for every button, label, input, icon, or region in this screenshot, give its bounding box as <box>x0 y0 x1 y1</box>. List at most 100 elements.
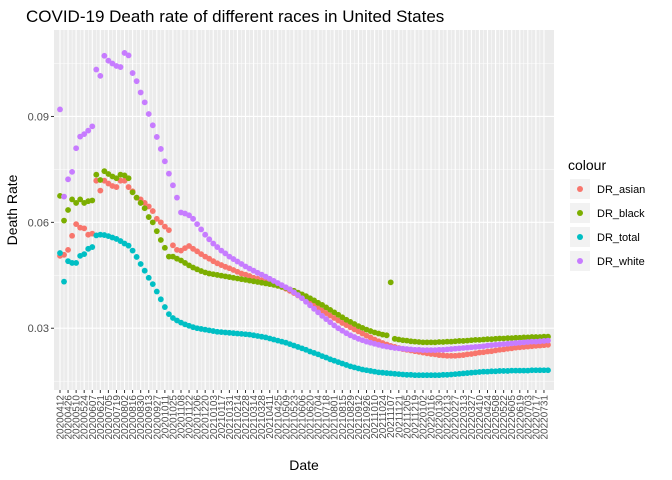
data-point <box>533 367 539 374</box>
data-point <box>129 247 136 254</box>
data-point <box>113 175 120 182</box>
data-point <box>141 267 148 274</box>
data-point <box>383 332 390 339</box>
data-point <box>133 194 140 201</box>
data-point <box>541 333 547 340</box>
x-tick-label: 20201025 <box>168 395 179 440</box>
x-tick-label: 20210704 <box>314 395 325 440</box>
data-point <box>428 372 434 379</box>
data-point <box>286 286 293 293</box>
x-tick-label: 20210328 <box>257 395 268 440</box>
data-point <box>125 184 132 190</box>
x-tick-label: 20220605 <box>507 395 518 440</box>
x-tick-label: 20220410 <box>475 395 486 440</box>
x-tick-label: 20201011 <box>160 395 171 439</box>
data-point <box>105 57 112 64</box>
x-tick-label: 20200802 <box>120 395 131 440</box>
data-point <box>420 347 426 354</box>
data-point <box>496 335 503 342</box>
x-tick-label: 20201122 <box>185 395 196 439</box>
x-tick-label: 20210509 <box>281 395 292 440</box>
x-tick-label: 20200927 <box>152 395 163 440</box>
data-point <box>291 289 297 296</box>
data-point <box>73 221 80 228</box>
data-point <box>57 106 63 113</box>
data-point <box>125 52 132 59</box>
data-point <box>210 240 217 247</box>
x-tick-label: 20211107 <box>386 395 397 438</box>
data-point <box>222 250 229 257</box>
data-point <box>480 368 487 375</box>
data-point <box>424 347 430 354</box>
data-point <box>69 168 75 175</box>
legend-label: DR_black <box>597 208 645 220</box>
data-point <box>315 309 322 316</box>
data-point <box>214 244 221 250</box>
data-point <box>327 319 334 326</box>
data-point <box>170 182 176 189</box>
data-point <box>412 372 418 379</box>
data-point <box>137 200 144 206</box>
data-point <box>145 111 152 117</box>
data-point <box>500 368 507 374</box>
plot-panel <box>54 30 554 390</box>
data-point <box>190 215 196 222</box>
x-tick-label: 20200913 <box>144 395 155 440</box>
x-tick-label: 20200830 <box>136 395 147 440</box>
x-tick-label: 20210912 <box>354 395 365 440</box>
major-gridlines <box>54 30 554 390</box>
x-axis: 2020041220200426202005102020052420200607… <box>56 390 550 440</box>
data-point <box>61 217 67 224</box>
data-point <box>448 352 455 359</box>
x-tick-label: 20201108 <box>176 395 187 439</box>
data-point <box>93 66 100 73</box>
x-tick-label: 20211219 <box>410 395 421 439</box>
data-point <box>537 367 543 374</box>
data-point <box>161 244 168 251</box>
data-point <box>133 78 140 85</box>
legend-label: DR_asian <box>597 184 645 196</box>
data-point <box>81 251 88 258</box>
x-tick-label: 20210214 <box>233 395 244 440</box>
x-tick-label: 20200524 <box>80 395 91 440</box>
x-tick-label: 20210523 <box>289 395 300 440</box>
data-point <box>85 127 92 134</box>
data-point <box>69 260 75 266</box>
data-point <box>113 184 120 190</box>
x-tick-label: 20210606 <box>297 395 308 440</box>
data-point <box>420 372 426 379</box>
data-point <box>299 295 305 302</box>
x-tick-label: 20220213 <box>443 395 454 440</box>
data-point <box>153 134 160 140</box>
x-tick-label: 20200816 <box>128 395 139 440</box>
data-point <box>387 279 394 286</box>
data-point <box>57 250 63 256</box>
legend-key <box>577 186 583 192</box>
data-point <box>141 200 148 206</box>
data-point <box>528 338 535 345</box>
x-tick-label: 20200607 <box>88 395 99 440</box>
data-point <box>420 339 426 346</box>
data-point <box>145 274 152 281</box>
x-tick-label: 20220327 <box>467 395 478 440</box>
data-point <box>141 205 148 212</box>
data-point <box>528 334 535 340</box>
x-tick-label: 20200426 <box>64 395 75 440</box>
x-tick-label: 20210620 <box>306 395 317 440</box>
data-point <box>121 172 128 179</box>
series-DR_black <box>57 168 551 346</box>
data-point <box>186 243 192 249</box>
data-point <box>496 368 503 374</box>
data-point <box>89 123 96 130</box>
data-point <box>545 367 551 374</box>
data-point <box>504 335 511 342</box>
data-point <box>157 219 164 226</box>
x-tick-label: 20210718 <box>322 395 333 440</box>
x-tick-label: 20220424 <box>483 395 494 440</box>
x-tick-label: 20210815 <box>338 395 349 440</box>
series-DR_white <box>57 50 551 354</box>
data-point <box>97 177 104 183</box>
x-tick-label: 20220508 <box>491 395 502 440</box>
data-point <box>89 197 96 204</box>
